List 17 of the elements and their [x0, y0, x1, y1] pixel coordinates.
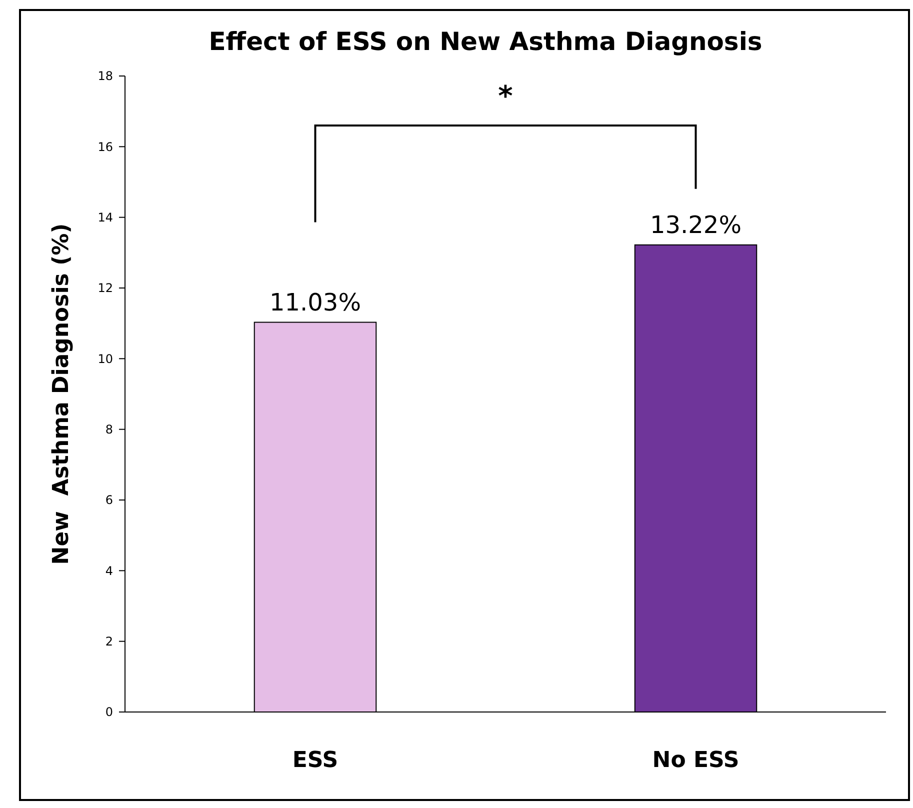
y-tick-label: 16 — [98, 140, 113, 154]
y-tick-label: 2 — [105, 634, 113, 649]
y-tick-label: 6 — [105, 493, 113, 508]
data-label: 11.03% — [269, 288, 362, 316]
chart-title: Effect of ESS on New Asthma Diagnosis — [208, 27, 762, 56]
y-tick-label: 8 — [105, 422, 113, 437]
x-tick-label: ESS — [292, 748, 338, 773]
y-tick-label: 0 — [105, 705, 113, 720]
y-tick-label: 4 — [105, 564, 113, 578]
y-tick-label: 10 — [98, 352, 113, 366]
y-tick-label: 18 — [98, 69, 113, 84]
data-label: 13.22% — [650, 210, 742, 239]
y-axis-title: New Asthma Diagnosis (%) — [49, 223, 74, 565]
x-tick-label: No ESS — [652, 748, 740, 773]
annotation: * — [498, 79, 514, 112]
y-tick-label: 14 — [98, 210, 113, 225]
y-tick-label: 12 — [98, 281, 113, 296]
